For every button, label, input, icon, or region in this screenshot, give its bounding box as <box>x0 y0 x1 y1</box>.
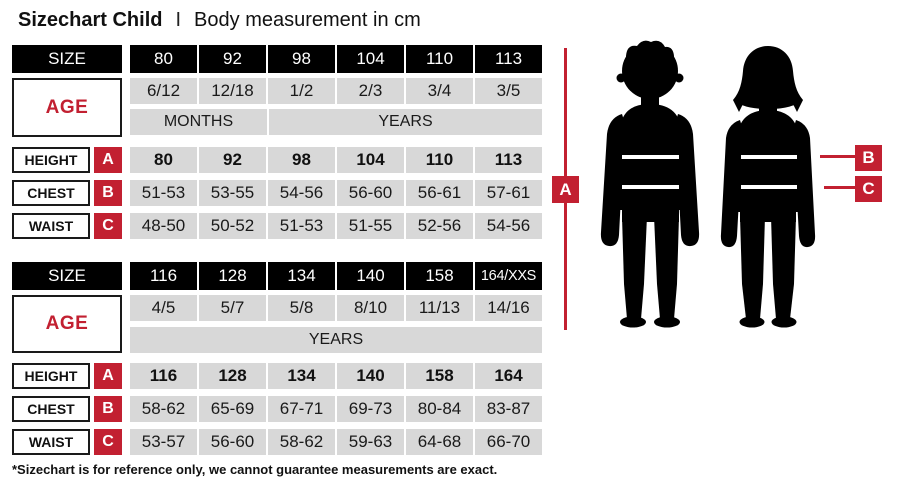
table1-age-cell: 2/3 <box>337 78 404 104</box>
title-subtitle: Body measurement in cm <box>194 9 421 31</box>
table2-waist-cell: 64-68 <box>406 429 473 455</box>
table2-age-cell: 11/13 <box>406 295 473 321</box>
title-separator: I <box>175 9 182 31</box>
waist-measure-line <box>824 186 856 189</box>
table2-age-cell: 8/10 <box>337 295 404 321</box>
table1-height-label: HEIGHT <box>12 147 90 173</box>
table1-age-cell: 1/2 <box>268 78 335 104</box>
table1-waist-cell: 52-56 <box>406 213 473 239</box>
table1-waist-cell: 51-53 <box>268 213 335 239</box>
table2-height-cell: 134 <box>268 363 335 389</box>
table1-height-cell: 113 <box>475 147 542 173</box>
table2-size-col: 158 <box>406 262 473 290</box>
table1-size-col: 104 <box>337 45 404 73</box>
disclaimer-text: *Sizechart is for reference only, we can… <box>12 462 498 477</box>
table2-chest-cell: 67-71 <box>268 396 335 422</box>
table2-size-col: 134 <box>268 262 335 290</box>
table2-age-cell: 14/16 <box>475 295 542 321</box>
table1-size-col: 92 <box>199 45 266 73</box>
table2-height-cell: 164 <box>475 363 542 389</box>
waist-marker-c: C <box>855 176 882 202</box>
table1-waist-label: WAIST <box>12 213 90 239</box>
table2-age-cell: 4/5 <box>130 295 197 321</box>
table1-chest-cell: 56-61 <box>406 180 473 206</box>
table1-chest-cell: 51-53 <box>130 180 197 206</box>
table2-waist-cell: 56-60 <box>199 429 266 455</box>
page-title: Sizechart Child I Body measurement in cm <box>18 9 421 32</box>
boy-silhouette-svg <box>600 40 700 328</box>
table1-height-cell: 104 <box>337 147 404 173</box>
table2-chest-label: CHEST <box>12 396 90 422</box>
table2-chest-cell: 58-62 <box>130 396 197 422</box>
table1-height-cell: 80 <box>130 147 197 173</box>
table1-chest-letter-b: B <box>94 180 122 206</box>
table2-chest-cell: 80-84 <box>406 396 473 422</box>
table2-size-col: 164/XXS <box>475 262 542 290</box>
table1-size-col: 113 <box>475 45 542 73</box>
title-main: Sizechart Child <box>18 9 163 31</box>
table1-size-col: 98 <box>268 45 335 73</box>
table1-waist-cell: 54-56 <box>475 213 542 239</box>
table1-age-cell: 6/12 <box>130 78 197 104</box>
table2-size-col: 140 <box>337 262 404 290</box>
table2-size-col: 128 <box>199 262 266 290</box>
table1-unit-years: YEARS <box>269 109 542 135</box>
table1-size-col: 80 <box>130 45 197 73</box>
table1-height-cell: 92 <box>199 147 266 173</box>
girl-silhouette-svg <box>720 46 816 328</box>
table2-size-header: SIZE <box>12 262 122 290</box>
table2-height-cell: 116 <box>130 363 197 389</box>
table1-size-header: SIZE <box>12 45 122 73</box>
table1-waist-cell: 48-50 <box>130 213 197 239</box>
table2-size-col: 116 <box>130 262 197 290</box>
table1-height-cell: 110 <box>406 147 473 173</box>
table1-chest-cell: 54-56 <box>268 180 335 206</box>
boy-silhouette <box>596 38 704 337</box>
table2-unit-years: YEARS <box>130 327 542 353</box>
table2-height-cell: 140 <box>337 363 404 389</box>
table1-age-header: AGE <box>12 78 122 137</box>
table2-waist-cell: 58-62 <box>268 429 335 455</box>
table1-size-col: 110 <box>406 45 473 73</box>
table2-age-cell: 5/7 <box>199 295 266 321</box>
table2-height-letter-a: A <box>94 363 122 389</box>
table1-chest-cell: 56-60 <box>337 180 404 206</box>
table1-waist-cell: 51-55 <box>337 213 404 239</box>
table2-waist-letter-c: C <box>94 429 122 455</box>
table1-unit-months: MONTHS <box>130 109 267 135</box>
table2-chest-cell: 83-87 <box>475 396 542 422</box>
table2-height-label: HEIGHT <box>12 363 90 389</box>
table2-waist-cell: 53-57 <box>130 429 197 455</box>
table1-chest-cell: 57-61 <box>475 180 542 206</box>
table1-age-cell: 3/4 <box>406 78 473 104</box>
table2-height-cell: 128 <box>199 363 266 389</box>
table1-waist-cell: 50-52 <box>199 213 266 239</box>
table2-chest-cell: 65-69 <box>199 396 266 422</box>
table2-waist-cell: 59-63 <box>337 429 404 455</box>
chest-marker-b: B <box>855 145 882 171</box>
table2-chest-cell: 69-73 <box>337 396 404 422</box>
table2-age-header: AGE <box>12 295 122 353</box>
table2-chest-letter-b: B <box>94 396 122 422</box>
table2-height-cell: 158 <box>406 363 473 389</box>
table2-waist-label: WAIST <box>12 429 90 455</box>
table2-waist-cell: 66-70 <box>475 429 542 455</box>
height-marker-a: A <box>552 176 579 203</box>
table1-chest-cell: 53-55 <box>199 180 266 206</box>
girl-silhouette <box>713 38 823 337</box>
table1-waist-letter-c: C <box>94 213 122 239</box>
table1-height-cell: 98 <box>268 147 335 173</box>
table2-age-cell: 5/8 <box>268 295 335 321</box>
table1-height-letter-a: A <box>94 147 122 173</box>
table1-chest-label: CHEST <box>12 180 90 206</box>
table1-age-cell: 3/5 <box>475 78 542 104</box>
chest-measure-line <box>820 155 856 158</box>
table1-age-cell: 12/18 <box>199 78 266 104</box>
